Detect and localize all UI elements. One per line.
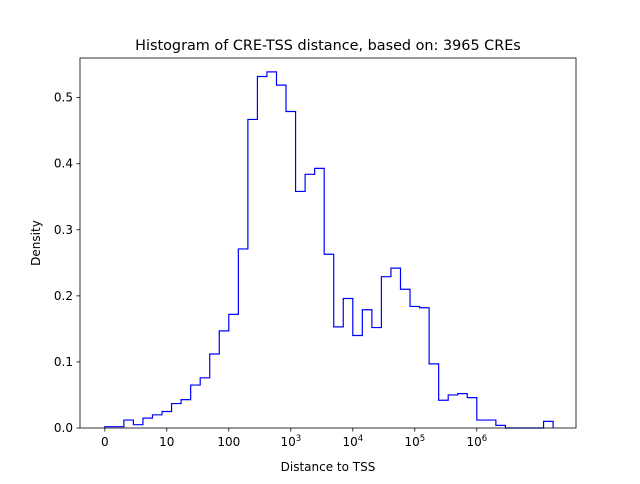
histogram-bin <box>372 328 382 428</box>
histogram-bin <box>143 418 153 428</box>
x-tick-label: 104 <box>342 434 363 449</box>
plot-frame <box>79 57 577 429</box>
histogram-bin <box>152 415 162 428</box>
histogram-bins <box>105 72 553 428</box>
histogram-bin <box>420 308 430 428</box>
x-tick-label: 0 <box>101 435 109 449</box>
histogram-bin <box>381 277 391 428</box>
histogram-bin <box>238 249 248 428</box>
histogram-bin <box>286 112 296 428</box>
histogram-bin <box>324 254 334 428</box>
y-tick-label: 0.2 <box>54 289 73 303</box>
y-tick-label: 0.1 <box>54 355 73 369</box>
histogram-bin <box>296 191 306 428</box>
chart-title: Histogram of CRE-TSS distance, based on:… <box>135 38 521 54</box>
histogram-bin <box>210 354 220 428</box>
y-tick-label: 0.4 <box>54 157 73 171</box>
x-tick-label: 103 <box>280 434 301 449</box>
y-tick-label: 0.0 <box>54 421 73 435</box>
y-tick-label: 0.5 <box>54 91 73 105</box>
histogram-bin <box>315 168 325 428</box>
histogram-bin <box>257 77 267 429</box>
histogram-bin <box>410 306 420 428</box>
histogram-bin <box>162 411 172 428</box>
histogram-bin <box>477 420 487 428</box>
x-tick-label: 10 <box>159 435 174 449</box>
histogram-outline <box>104 71 554 429</box>
histogram-bin <box>276 85 286 428</box>
y-axis-ticks: 0.0 0.1 0.2 0.3 0.4 0.5 <box>54 91 80 435</box>
histogram-bin <box>448 395 458 428</box>
histogram-bin <box>486 420 496 428</box>
x-tick-label: 100 <box>217 435 240 449</box>
histogram-bin <box>200 378 210 428</box>
histogram-bin <box>229 314 239 428</box>
y-tick-label: 0.3 <box>54 223 73 237</box>
histogram-bin <box>181 400 191 428</box>
x-axis-label: Distance to TSS <box>281 460 376 474</box>
histogram-bin <box>429 364 439 428</box>
histogram-bin <box>467 398 477 428</box>
histogram-bin <box>458 394 468 428</box>
histogram-bin <box>191 385 201 428</box>
x-tick-label: 105 <box>404 434 425 449</box>
histogram-bin <box>544 421 554 428</box>
histogram-bin <box>133 425 143 428</box>
histogram-bin <box>391 268 401 428</box>
histogram-bin <box>124 420 134 428</box>
histogram-bin <box>172 404 182 428</box>
histogram-bin <box>439 400 449 428</box>
histogram-bin <box>267 72 277 428</box>
histogram-bin <box>343 299 353 429</box>
histogram-bin <box>362 310 372 428</box>
histogram-bin <box>219 331 229 428</box>
y-axis-label: Density <box>29 220 43 266</box>
histogram-bin <box>353 336 363 429</box>
histogram-bin <box>400 289 410 428</box>
histogram-bin <box>248 119 258 428</box>
histogram-bin <box>305 174 315 428</box>
histogram-bin <box>334 327 344 428</box>
x-axis-ticks: 0 10 100 103 104 105 106 <box>101 428 487 449</box>
x-tick-label: 106 <box>466 434 487 449</box>
